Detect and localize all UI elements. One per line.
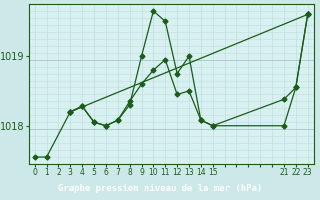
Text: Graphe pression niveau de la mer (hPa): Graphe pression niveau de la mer (hPa) [58, 184, 262, 193]
